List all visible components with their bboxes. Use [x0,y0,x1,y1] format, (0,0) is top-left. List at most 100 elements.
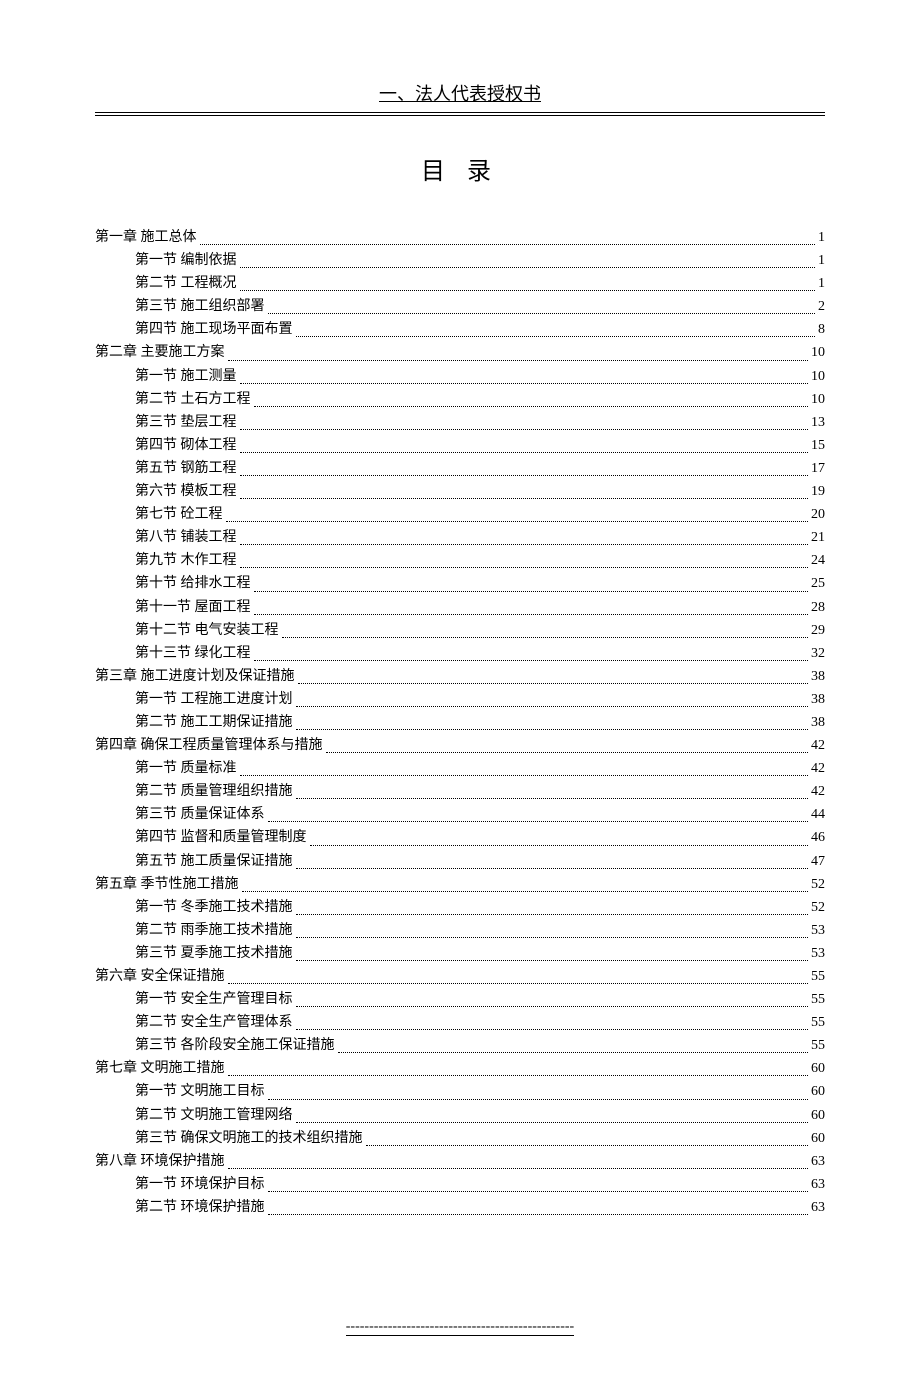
toc-label: 第二节 施工工期保证措施 [135,711,293,734]
toc-label: 第五章 季节性施工措施 [95,873,239,896]
toc-leader-dots [240,411,809,430]
toc-label: 第二章 主要施工方案 [95,341,225,364]
toc-page-number: 10 [811,365,825,388]
toc-page-number: 38 [811,688,825,711]
toc-leader-dots [240,757,809,776]
toc-row: 第三章 施工进度计划及保证措施38 [95,665,825,688]
toc-leader-dots [296,919,809,938]
toc-title: 目 录 [95,151,825,186]
toc-page-number: 44 [811,803,825,826]
toc-row: 第二节 施工工期保证措施 38 [95,711,825,734]
toc-row: 第一节 冬季施工技术措施52 [95,896,825,919]
toc-leader-dots [240,365,809,384]
toc-page-number: 42 [811,780,825,803]
page-footer-dashes: ----------------------------------------… [95,1319,825,1336]
toc-page-number: 29 [811,619,825,642]
toc-page-number: 60 [811,1104,825,1127]
toc-leader-dots [296,942,809,961]
toc-leader-dots [296,1104,809,1123]
toc-label: 第五节 钢筋工程 [135,457,237,480]
toc-label: 第二节 质量管理组织措施 [135,780,293,803]
toc-page-number: 63 [811,1150,825,1173]
toc-leader-dots [200,226,816,245]
toc-label: 第一节 文明施工目标 [135,1080,265,1103]
toc-label: 第四节 监督和质量管理制度 [135,826,307,849]
toc-leader-dots [296,780,809,799]
toc-page-number: 38 [811,711,825,734]
toc-row: 第一节 文明施工目标60 [95,1080,825,1103]
toc-row: 第七章 文明施工措施60 [95,1057,825,1080]
table-of-contents: 第一章 施工总体1第一节 编制依据1第二节 工程概况1第三节 施工组织部署2第四… [95,226,825,1219]
toc-label: 第一节 编制依据 [135,249,237,272]
page-header-rule: 一、法人代表授权书 [95,80,825,116]
toc-label: 第一节 冬季施工技术措施 [135,896,293,919]
toc-label: 第二节 土石方工程 [135,388,251,411]
toc-page-number: 53 [811,919,825,942]
toc-row: 第九节 木作工程24 [95,549,825,572]
toc-label: 第一节 施工测量 [135,365,237,388]
toc-label: 第一节 安全生产管理目标 [135,988,293,1011]
toc-label: 第二节 安全生产管理体系 [135,1011,293,1034]
toc-leader-dots [296,688,809,707]
toc-label: 第十三节 绿化工程 [135,642,251,665]
toc-label: 第十二节 电气安装工程 [135,619,279,642]
toc-row: 第八节 铺装工程21 [95,526,825,549]
toc-leader-dots [254,596,809,615]
toc-leader-dots [226,503,809,522]
toc-row: 第十节 给排水工程25 [95,572,825,595]
toc-row: 第四章 确保工程质量管理体系与措施42 [95,734,825,757]
toc-leader-dots [268,1173,809,1192]
toc-leader-dots [240,272,816,291]
toc-page-number: 1 [818,272,825,295]
toc-label: 第三节 垫层工程 [135,411,237,434]
toc-page-number: 1 [818,249,825,272]
toc-page-number: 2 [818,295,825,318]
toc-row: 第三节 确保文明施工的技术组织措施60 [95,1127,825,1150]
toc-row: 第五章 季节性施工措施52 [95,873,825,896]
toc-label: 第三节 各阶段安全施工保证措施 [135,1034,335,1057]
toc-leader-dots [254,388,809,407]
toc-label: 第四节 施工现场平面布置 [135,318,293,341]
toc-leader-dots [228,1057,809,1076]
toc-page-number: 63 [811,1173,825,1196]
toc-leader-dots [296,711,809,730]
toc-page-number: 63 [811,1196,825,1219]
document-page: 一、法人代表授权书 目 录 第一章 施工总体1第一节 编制依据1第二节 工程概况… [0,0,920,1396]
toc-leader-dots [338,1034,809,1053]
toc-page-number: 60 [811,1057,825,1080]
toc-page-number: 53 [811,942,825,965]
toc-row: 第三节 质量保证体系44 [95,803,825,826]
toc-leader-dots [254,572,809,591]
toc-row: 第三节 各阶段安全施工保证措施55 [95,1034,825,1057]
toc-row: 第二节 环境保护措施63 [95,1196,825,1219]
toc-row: 第二章 主要施工方案10 [95,341,825,364]
toc-leader-dots [326,734,809,753]
toc-row: 第十二节 电气安装工程 29 [95,619,825,642]
toc-leader-dots [366,1127,809,1146]
toc-leader-dots [240,434,809,453]
toc-label: 第三节 施工组织部署 [135,295,265,318]
toc-label: 第三章 施工进度计划及保证措施 [95,665,295,688]
toc-row: 第四节 砌体工程15 [95,434,825,457]
toc-page-number: 17 [811,457,825,480]
toc-leader-dots [310,826,809,845]
toc-leader-dots [296,1011,809,1030]
toc-leader-dots [296,318,816,337]
toc-row: 第二节 土石方工程10 [95,388,825,411]
toc-page-number: 46 [811,826,825,849]
toc-page-number: 42 [811,734,825,757]
toc-page-number: 24 [811,549,825,572]
toc-label: 第三节 夏季施工技术措施 [135,942,293,965]
toc-label: 第一节 质量标准 [135,757,237,780]
toc-label: 第二节 文明施工管理网络 [135,1104,293,1127]
toc-page-number: 60 [811,1127,825,1150]
toc-leader-dots [268,295,816,314]
toc-row: 第一节 环境保护目标63 [95,1173,825,1196]
toc-label: 第五节 施工质量保证措施 [135,850,293,873]
toc-leader-dots [240,549,809,568]
toc-row: 第六节 模板工程19 [95,480,825,503]
toc-leader-dots [268,1080,809,1099]
toc-page-number: 20 [811,503,825,526]
toc-label: 第七节 砼工程 [135,503,223,526]
toc-row: 第四节 监督和质量管理制度 46 [95,826,825,849]
